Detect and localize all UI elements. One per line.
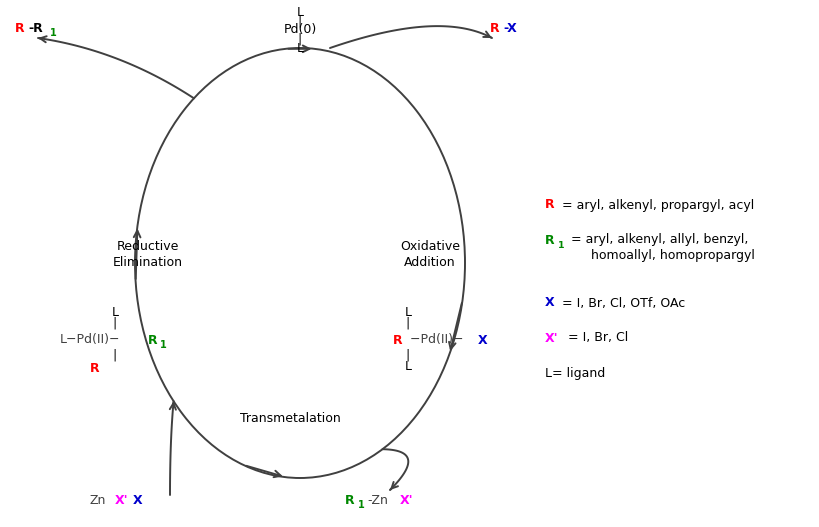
- Text: homoallyl, homopropargyl: homoallyl, homopropargyl: [566, 249, 754, 262]
- Text: -X: -X: [502, 22, 516, 34]
- Text: 1: 1: [358, 500, 364, 510]
- Text: R: R: [90, 362, 99, 375]
- Text: R: R: [545, 233, 554, 247]
- Text: |: |: [405, 348, 410, 362]
- Text: R: R: [15, 22, 25, 34]
- Text: X: X: [545, 297, 554, 309]
- Text: R: R: [545, 199, 554, 211]
- Text: Reductive: Reductive: [116, 240, 179, 253]
- Text: -Zn: -Zn: [367, 493, 387, 506]
- Text: L: L: [296, 42, 303, 54]
- Text: |: |: [297, 33, 301, 45]
- Text: R: R: [392, 334, 402, 346]
- Text: 1: 1: [50, 28, 57, 38]
- Text: X': X': [115, 493, 129, 506]
- Text: = aryl, alkenyl, propargyl, acyl: = aryl, alkenyl, propargyl, acyl: [557, 199, 753, 211]
- Text: X: X: [477, 334, 487, 346]
- Text: X: X: [133, 493, 143, 506]
- Text: = I, Br, Cl, OTf, OAc: = I, Br, Cl, OTf, OAc: [557, 297, 685, 309]
- Text: |: |: [113, 317, 117, 329]
- Text: = aryl, alkenyl, allyl, benzyl,: = aryl, alkenyl, allyl, benzyl,: [566, 233, 748, 247]
- Text: Pd(0): Pd(0): [283, 24, 316, 36]
- Text: L−Pd(II)−: L−Pd(II)−: [60, 334, 120, 346]
- Text: R: R: [345, 493, 354, 506]
- Text: Transmetalation: Transmetalation: [239, 412, 340, 425]
- Text: Oxidative: Oxidative: [400, 240, 459, 253]
- Text: L: L: [296, 5, 303, 18]
- Text: 1: 1: [557, 240, 563, 249]
- Text: X': X': [400, 493, 413, 506]
- Text: L: L: [404, 359, 411, 373]
- Text: |: |: [297, 15, 301, 27]
- Text: = I, Br, Cl: = I, Br, Cl: [563, 331, 627, 345]
- Text: Addition: Addition: [404, 257, 455, 269]
- Text: −Pd(II)−: −Pd(II)−: [405, 334, 463, 346]
- Text: L: L: [404, 306, 411, 318]
- Text: L: L: [111, 306, 119, 318]
- Text: -R: -R: [28, 22, 43, 34]
- Text: R: R: [147, 334, 157, 346]
- Text: 1: 1: [160, 340, 166, 350]
- Text: Zn: Zn: [90, 493, 106, 506]
- Text: |: |: [405, 317, 410, 329]
- Text: Elimination: Elimination: [113, 257, 183, 269]
- Text: L= ligand: L= ligand: [545, 366, 604, 379]
- Text: R: R: [490, 22, 499, 34]
- Text: X': X': [545, 331, 558, 345]
- Text: |: |: [113, 348, 117, 362]
